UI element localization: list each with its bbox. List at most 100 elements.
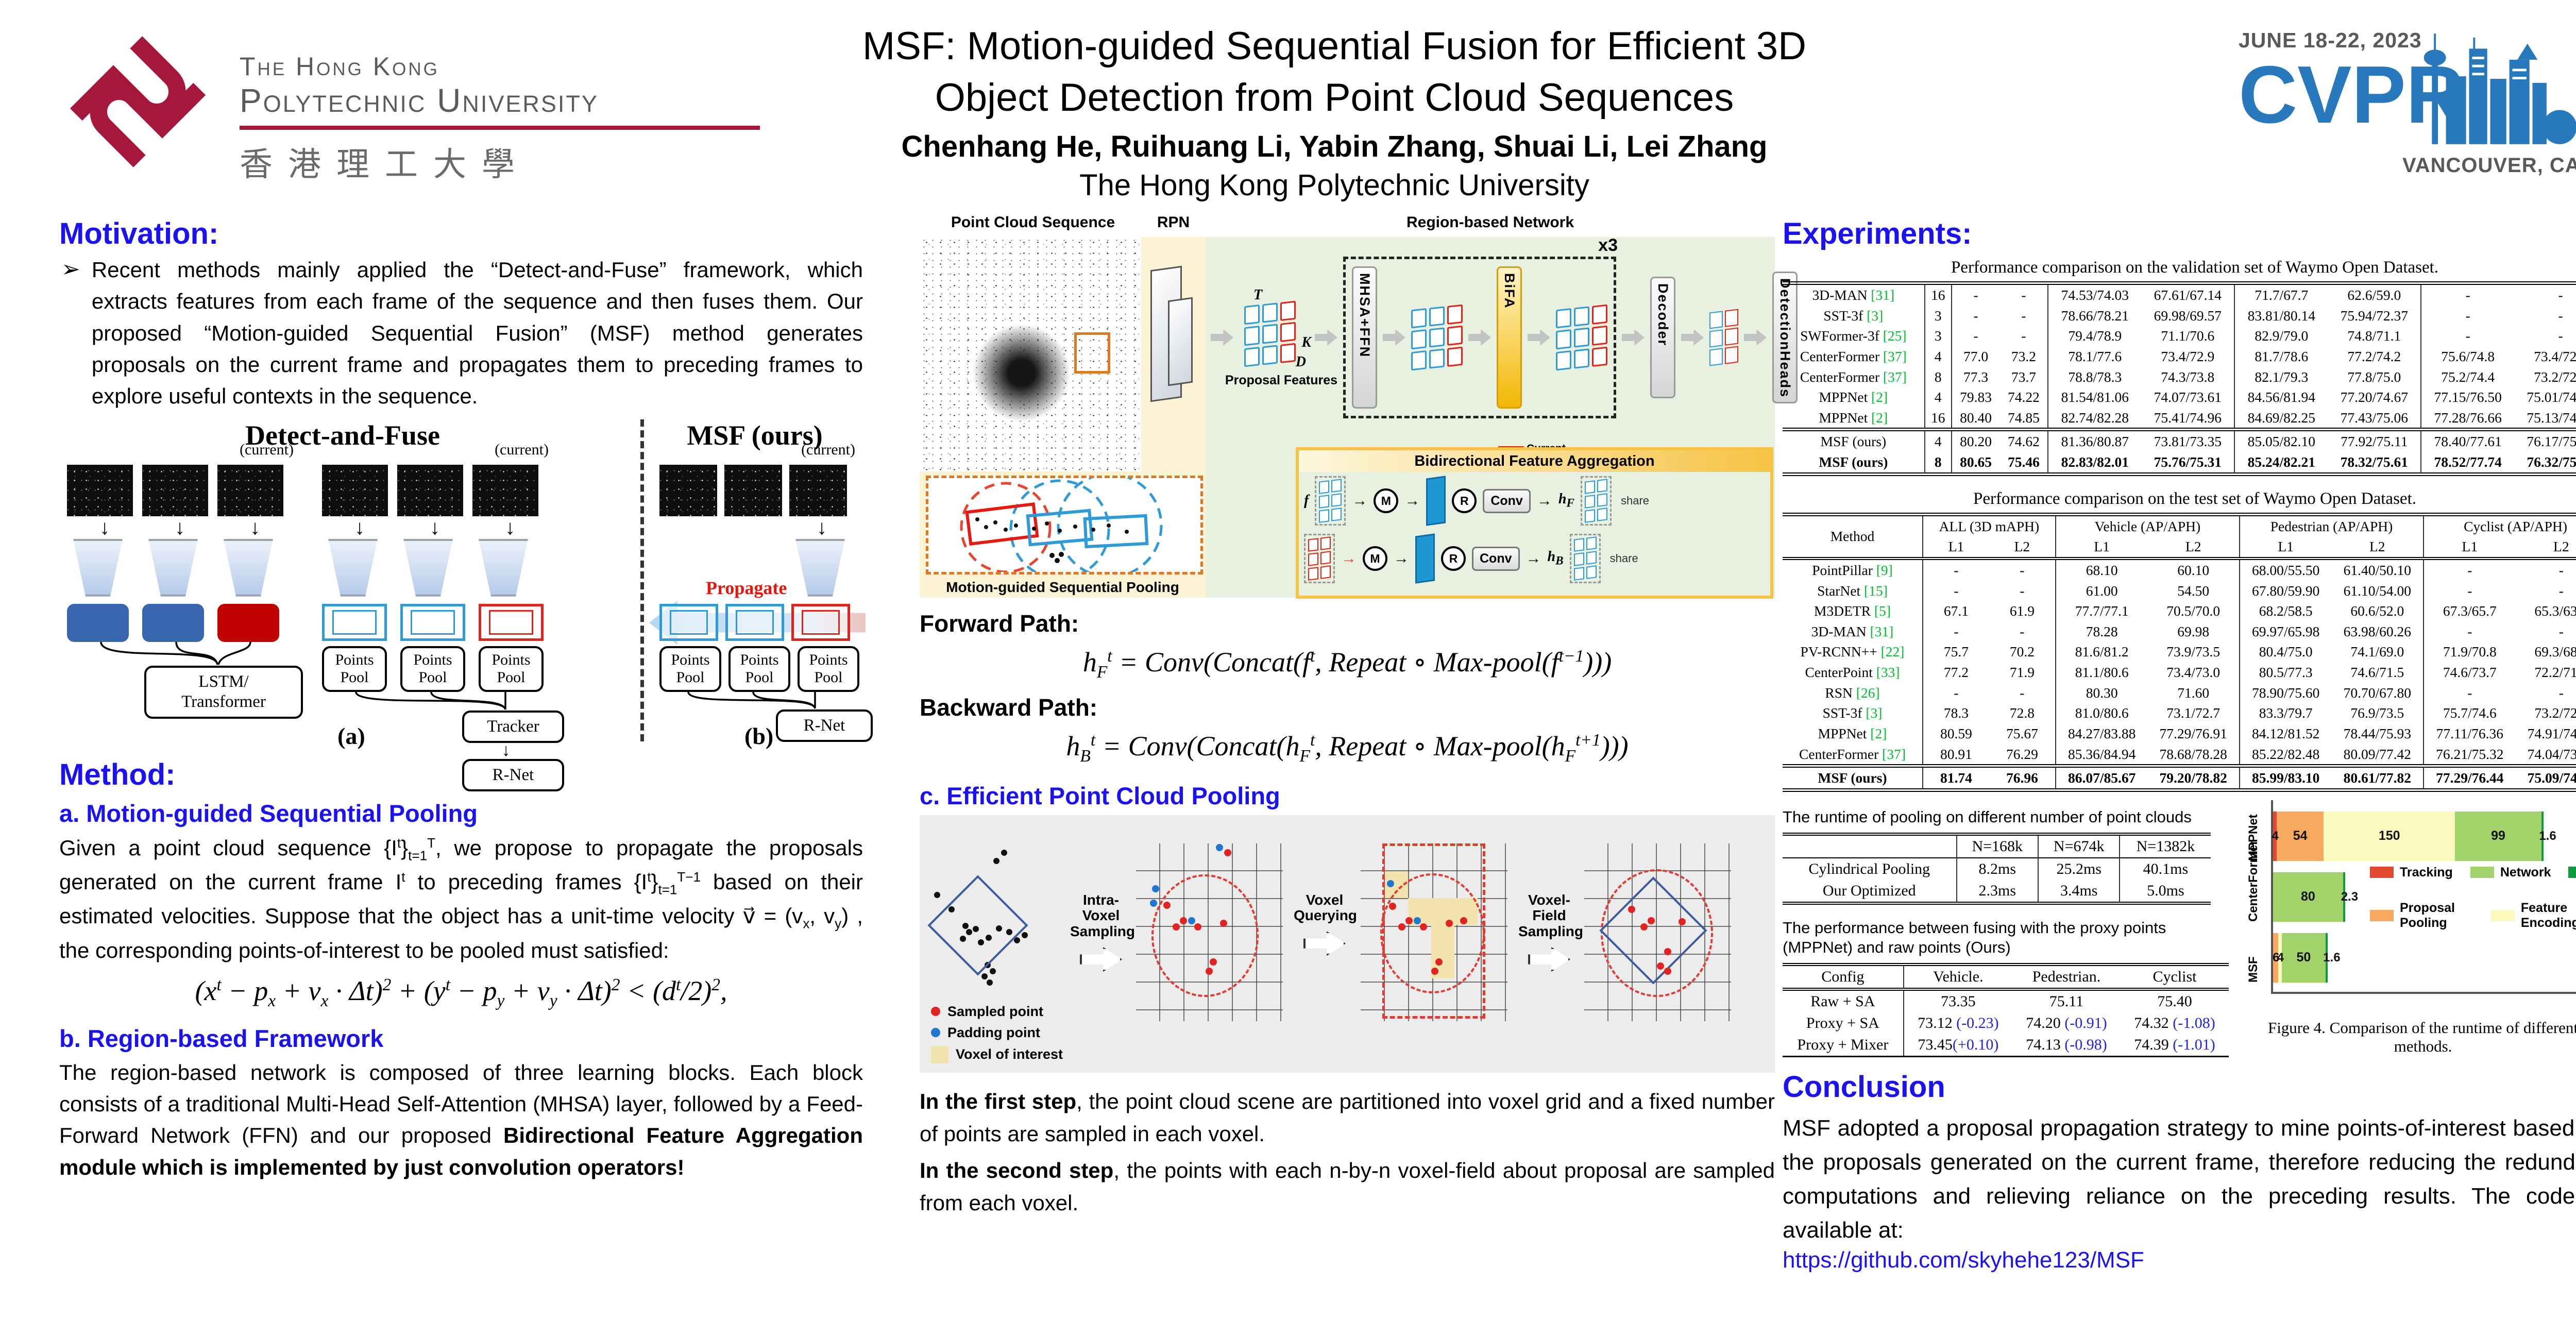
current-label: (current) (801, 441, 855, 458)
second-step-bold: In the second step (920, 1158, 1114, 1182)
dim-D-label: D (1295, 354, 1306, 370)
steps-text: In the first step, the point cloud scene… (920, 1085, 1775, 1219)
runtime-table-title: The runtime of pooling on different numb… (1783, 807, 2192, 826)
stage-raw-points (927, 843, 1066, 1021)
proposal-boxes (322, 603, 549, 641)
bar-segment-proposal-pooling: 54 (2276, 811, 2324, 861)
flow-arrow-icon (1528, 329, 1550, 346)
legend-swatch-feature-encoding (2490, 909, 2515, 921)
voxel-of-interest-icon (931, 1045, 948, 1063)
pooling-figure: Intra-Voxel Sampling Voxel Queryi (920, 815, 1775, 1073)
point-cloud-sequence-label: Point Cloud Sequence (951, 214, 1115, 231)
heads-label: Heads (1777, 351, 1793, 398)
sampled-point-icon (931, 1007, 940, 1017)
msp-inset-icon (960, 478, 1163, 572)
propagate-label: Propagate (706, 577, 787, 598)
motivation-text: Recent methods mainly applied the “Detec… (91, 258, 863, 409)
merge-connectors (355, 691, 506, 710)
chart-legend: TrackingNetworkHeadProposal PoolingFeatu… (2370, 865, 2576, 951)
frame-image (142, 464, 208, 516)
dim-K-label: K (1301, 334, 1311, 350)
feature-stack (1411, 304, 1463, 371)
frame-image (67, 464, 133, 516)
cvpr-location: VANCOUVER, CANADA (2402, 154, 2576, 177)
frame-image (217, 464, 283, 516)
hB-label: hB (1547, 549, 1564, 568)
first-step-rest: , the point cloud scene are partitioned … (920, 1089, 1775, 1146)
pooling-constraint-formula: (xt − px + vx · Δt)2 + (yt − py + vy · Δ… (195, 975, 727, 1010)
polyu-rule (240, 126, 760, 130)
flow-arrow-icon (1383, 329, 1405, 346)
group-header: Vehicle (AP/APH) (2055, 514, 2240, 537)
polyu-name-chinese: 香港理工大學 (240, 146, 530, 183)
backbone-trapezoids (67, 538, 294, 597)
flow-arrow-icon (1681, 329, 1704, 346)
runtime-comparison-chart: MPPNet 4 54 150 99 1.6 CenterFormer 80 2.3 MSF 6 4 5… (2241, 794, 2576, 1016)
bar-segment-feature-encoding: 150 (2324, 811, 2455, 861)
right-column: Experiments: Performance comparison on t… (1783, 216, 2576, 1273)
flow-arrow-icon (1211, 329, 1233, 346)
chart-category-label: MSF (2246, 956, 2260, 983)
bar-segment-proposal-pooling (2273, 933, 2279, 983)
query-circle (1151, 874, 1259, 997)
group-msf: (current) ↓ Propagate (649, 441, 873, 742)
padding-point-icon (931, 1028, 940, 1038)
conclusion-heading: Conclusion (1783, 1070, 1945, 1104)
decoder-box: Decoder (1650, 277, 1675, 398)
experiments-heading: Experiments: (1783, 217, 1972, 250)
rpn-label: RPN (1157, 214, 1190, 231)
table1-caption: Performance comparison on the validation… (1951, 258, 2439, 277)
frame-images (322, 464, 549, 516)
affiliation: The Hong Kong Polytechnic University (1079, 168, 1589, 202)
repeat-icon: R (1441, 546, 1466, 571)
vancouver-skyline-icon (2424, 33, 2576, 144)
stage-sampled (1584, 843, 1731, 1021)
poster-title-line2: Object Detection from Point Cloud Sequen… (935, 76, 1734, 120)
polyu-logo: The Hong Kong Polytechnic University 香港理… (59, 23, 760, 185)
proxy-vs-raw-table: Config Vehicle. Pedestrian. Cyclist Raw … (1783, 963, 2229, 1057)
bullet-icon: ➢ (61, 257, 80, 282)
query-circle (1601, 869, 1713, 997)
table2-caption: Performance comparison on the test set o… (1973, 489, 2416, 508)
github-link[interactable]: https://github.com/skyhehe123/MSF (1783, 1247, 2144, 1273)
figure4-caption: Figure 4. Comparison of the runtime of d… (2267, 1018, 2576, 1055)
bar-segment-network: 80 (2273, 872, 2343, 922)
proposal-features-stack: T K D Proposal Features (1225, 287, 1337, 387)
detection-label: Detection (1777, 278, 1793, 351)
proposal-features-caption: Proposal Features (1225, 373, 1338, 387)
msp-caption: Motion-guided Sequential Pooling (946, 579, 1179, 595)
polyu-name-line1: The Hong Kong (240, 52, 439, 81)
region-based-network-panel: T K D Proposal Features x3 (1206, 235, 1798, 599)
mhsa-label: MHSA (1357, 273, 1372, 318)
mhsa-ffn-box: MHSA +FFN (1352, 266, 1377, 409)
points-pool-box: Points Pool (659, 646, 721, 692)
method-b-text-bold: Bidirectional Feature Aggregation module… (59, 1123, 863, 1179)
points-pool-box: Points Pool (728, 646, 790, 692)
first-step-bold: In the first step (920, 1089, 1077, 1113)
voxel-querying-arrow: Voxel Querying (1294, 892, 1357, 956)
region-based-network-label: Region-based Network (1406, 214, 1574, 231)
method-a-text: Given a point cloud sequence {It}t=1T, w… (59, 835, 863, 962)
share-label: share (1609, 552, 1638, 565)
arrow-icon (1080, 946, 1122, 972)
legend-label: Voxel of interest (956, 1046, 1063, 1062)
validation-results-table: 3D-MAN [31] 16- -74.53/74.03 67.61/67.14 71.… (1783, 281, 2576, 476)
down-arrow: ↓ (501, 741, 511, 760)
backward-path-formula: hBt = Conv(Concat(hFt, Repeat ∘ Max-pool… (1066, 730, 1629, 766)
bar-segment-tracking (2273, 811, 2277, 861)
left-column: Motivation: ➢ Recent methods mainly appl… (59, 216, 873, 1183)
middle-column: Point Cloud Sequence RPN Region-based Ne… (920, 214, 1798, 1219)
ffn-label: +FFN (1357, 318, 1372, 358)
backward-path-label: Backward Path: (920, 694, 1098, 721)
tracker-box: Tracker (462, 710, 564, 743)
backbone-trapezoid (659, 538, 860, 597)
decoded-feature-stack (1709, 309, 1738, 366)
cvpr-wordmark: CVPR (2239, 49, 2465, 140)
legend-swatch-proposal-pooling (2370, 909, 2394, 921)
stage-voxelized (1136, 843, 1283, 1021)
polyu-name-line2: Polytechnic University (240, 82, 599, 119)
x3-label: x3 (1598, 235, 1618, 255)
msp-inset: Motion-guided Sequential Pooling (920, 471, 1206, 598)
group-header: Cyclist (AP/APH) (2423, 514, 2576, 537)
bifa-detail-box: Bidirectional Feature Aggregation f → M … (1296, 447, 1773, 599)
